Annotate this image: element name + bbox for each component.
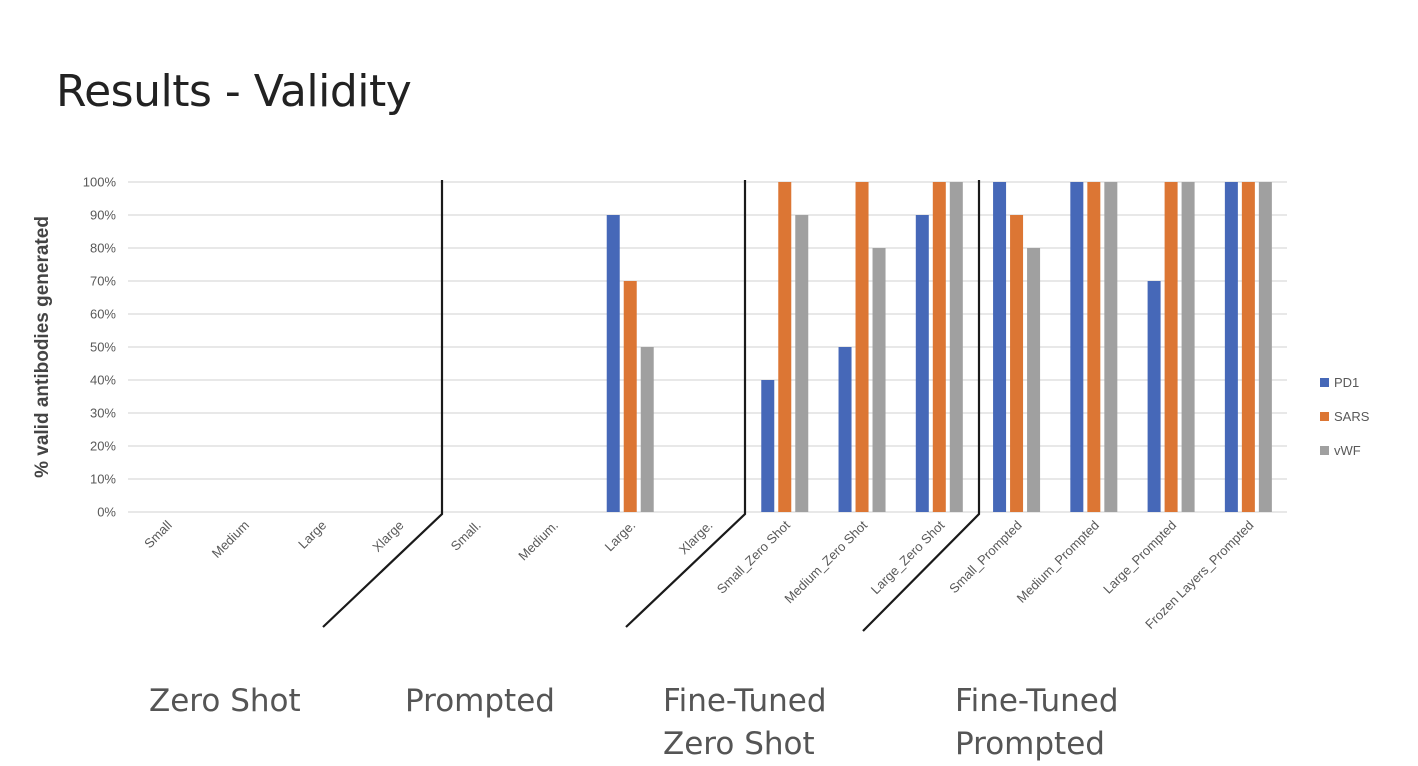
x-tick-label: Medium <box>209 518 252 561</box>
bar-sars <box>1241 182 1255 512</box>
bar-pd1 <box>1224 182 1238 512</box>
bar-sars <box>1164 182 1178 512</box>
bar-vwf <box>1181 182 1195 512</box>
bar-pd1 <box>915 215 929 512</box>
legend-label-pd1: PD1 <box>1334 375 1359 390</box>
y-tick-label: 60% <box>90 307 116 322</box>
bar-sars <box>1010 215 1024 512</box>
bar-sars <box>778 182 792 512</box>
y-tick-label: 40% <box>90 373 116 388</box>
x-tick-label: Large <box>295 518 329 552</box>
group-divider-line <box>862 180 981 632</box>
bar-vwf <box>949 182 963 512</box>
bar-vwf <box>795 215 809 512</box>
legend-swatch-sars <box>1320 412 1329 421</box>
group-label-fine-tuned-prompted: Fine-Tuned Prompted <box>955 683 1119 762</box>
y-tick-label: 20% <box>90 439 116 454</box>
x-tick-label: Medium_Prompted <box>1014 518 1102 606</box>
bar-vwf <box>1104 182 1118 512</box>
x-tick-label: Large_Prompted <box>1100 518 1179 597</box>
x-tick-label: Xlarge <box>369 518 406 555</box>
x-tick-label: Small <box>141 517 175 551</box>
y-axis-label: % valid antibodies generated <box>32 216 53 478</box>
x-tick-label: Xlarge. <box>676 518 716 558</box>
bar-sars <box>855 182 869 512</box>
x-tick-label: Large. <box>602 518 639 555</box>
bar-pd1 <box>993 182 1007 512</box>
legend-label-vwf: vWF <box>1334 443 1361 458</box>
x-tick-label: Medium_Zero Shot <box>781 517 870 606</box>
legend-swatch-pd1 <box>1320 378 1329 387</box>
bar-pd1 <box>1147 281 1161 512</box>
group-divider-line <box>322 180 444 628</box>
y-tick-label: 90% <box>90 208 116 223</box>
group-label-fine-tuned-zero-shot: Fine-Tuned Zero Shot <box>663 683 827 762</box>
legend-swatch-vwf <box>1320 446 1329 455</box>
bar-vwf <box>1258 182 1272 512</box>
group-label-prompted: Prompted <box>405 683 555 719</box>
bar-sars <box>1087 182 1101 512</box>
x-tick-label: Medium. <box>515 518 561 564</box>
x-tick-label: Small_Prompted <box>946 518 1025 597</box>
y-tick-label: 10% <box>90 472 116 487</box>
bar-vwf <box>872 248 886 512</box>
group-divider-line <box>625 180 747 628</box>
group-label-zero-shot: Zero Shot <box>149 683 301 719</box>
page-title: Results - Validity <box>56 66 412 117</box>
x-tick-label: Small. <box>448 518 484 554</box>
legend-label-sars: SARS <box>1334 409 1370 424</box>
y-tick-label: 0% <box>97 505 116 520</box>
bar-vwf <box>1027 248 1041 512</box>
y-tick-label: 70% <box>90 274 116 289</box>
x-tick-label: Small_Zero Shot <box>714 517 793 596</box>
bar-vwf <box>640 347 654 512</box>
bar-pd1 <box>761 380 775 512</box>
y-tick-label: 80% <box>90 241 116 256</box>
y-tick-label: 30% <box>90 406 116 421</box>
y-tick-label: 100% <box>83 175 117 190</box>
bar-sars <box>932 182 946 512</box>
bar-pd1 <box>1070 182 1084 512</box>
bar-sars <box>623 281 637 512</box>
bar-pd1 <box>606 215 620 512</box>
y-tick-label: 50% <box>90 340 116 355</box>
bar-pd1 <box>838 347 852 512</box>
